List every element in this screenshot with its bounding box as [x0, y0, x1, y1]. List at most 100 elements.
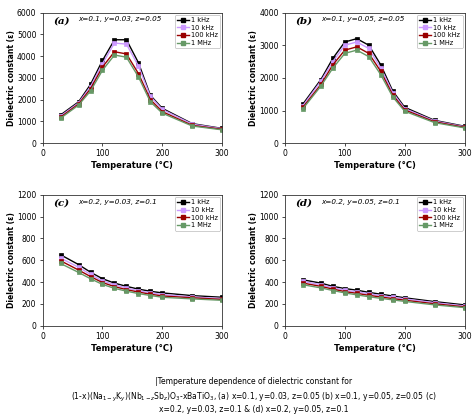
- 1 MHz: [378, 296, 383, 301]
- Line: 1 kHz: 1 kHz: [301, 37, 466, 128]
- 1 kHz: [390, 293, 396, 298]
- Line: 1 MHz: 1 MHz: [58, 261, 224, 302]
- Line: 1 MHz: 1 MHz: [301, 48, 466, 130]
- 100 kHz: [342, 48, 348, 53]
- 100 kHz: [378, 295, 383, 300]
- 10 kHz: [390, 90, 396, 95]
- 1 kHz: [366, 43, 372, 48]
- Line: 10 kHz: 10 kHz: [58, 256, 224, 301]
- 10 kHz: [147, 291, 153, 296]
- 1 kHz: [330, 56, 336, 61]
- 100 kHz: [58, 115, 64, 120]
- 10 kHz: [111, 282, 117, 287]
- 1 kHz: [136, 287, 141, 292]
- 100 kHz: [366, 51, 372, 56]
- 100 kHz: [300, 280, 306, 285]
- 1 kHz: [300, 102, 306, 107]
- 1 kHz: [76, 99, 82, 104]
- 10 kHz: [159, 107, 165, 112]
- 10 kHz: [88, 84, 93, 89]
- Line: 100 kHz: 100 kHz: [58, 259, 224, 301]
- 1 MHz: [402, 109, 408, 114]
- 1 MHz: [58, 116, 64, 121]
- 10 kHz: [190, 295, 195, 300]
- 100 kHz: [147, 292, 153, 297]
- Line: 1 kHz: 1 kHz: [301, 278, 466, 307]
- 1 MHz: [219, 127, 225, 133]
- Text: x=0.1, y=0.03, z=0.05: x=0.1, y=0.03, z=0.05: [79, 16, 162, 23]
- 100 kHz: [136, 71, 141, 76]
- 1 MHz: [366, 294, 372, 299]
- 1 kHz: [342, 39, 348, 44]
- 10 kHz: [159, 292, 165, 297]
- Line: 10 kHz: 10 kHz: [301, 279, 466, 308]
- 100 kHz: [342, 289, 348, 294]
- 1 MHz: [124, 289, 129, 294]
- 1 kHz: [378, 292, 383, 297]
- Text: (c): (c): [54, 199, 70, 208]
- 10 kHz: [342, 43, 348, 48]
- 1 kHz: [342, 286, 348, 291]
- 1 MHz: [330, 66, 336, 71]
- 1 kHz: [330, 284, 336, 289]
- 100 kHz: [136, 290, 141, 295]
- 1 MHz: [190, 296, 195, 301]
- 1 MHz: [100, 68, 105, 73]
- 100 kHz: [76, 268, 82, 273]
- 10 kHz: [354, 289, 360, 294]
- 1 kHz: [318, 280, 324, 285]
- 1 MHz: [190, 123, 195, 128]
- 1 kHz: [100, 276, 105, 281]
- 10 kHz: [76, 100, 82, 105]
- 10 kHz: [58, 255, 64, 260]
- 1 kHz: [88, 82, 93, 87]
- 1 kHz: [190, 121, 195, 126]
- 10 kHz: [136, 64, 141, 69]
- 10 kHz: [342, 288, 348, 293]
- Y-axis label: Dielectric constant (ε): Dielectric constant (ε): [7, 212, 16, 308]
- 100 kHz: [147, 97, 153, 102]
- 10 kHz: [402, 106, 408, 111]
- 10 kHz: [136, 288, 141, 293]
- 1 kHz: [76, 262, 82, 267]
- Legend: 1 kHz, 10 kHz, 100 kHz, 1 MHz: 1 kHz, 10 kHz, 100 kHz, 1 MHz: [417, 15, 463, 48]
- 10 kHz: [402, 296, 408, 301]
- Y-axis label: Dielectric constant (ε): Dielectric constant (ε): [249, 30, 258, 126]
- 1 MHz: [432, 302, 438, 307]
- 10 kHz: [354, 39, 360, 44]
- 10 kHz: [124, 42, 129, 47]
- 100 kHz: [318, 82, 324, 87]
- Text: |Temperature dependence of dielectric constant for: |Temperature dependence of dielectric co…: [155, 377, 352, 386]
- 1 MHz: [432, 120, 438, 125]
- Line: 1 MHz: 1 MHz: [58, 53, 224, 132]
- 100 kHz: [88, 86, 93, 91]
- 100 kHz: [390, 296, 396, 301]
- Legend: 1 kHz, 10 kHz, 100 kHz, 1 MHz: 1 kHz, 10 kHz, 100 kHz, 1 MHz: [174, 197, 220, 231]
- Text: (a): (a): [54, 16, 70, 25]
- 10 kHz: [147, 94, 153, 99]
- 10 kHz: [432, 300, 438, 305]
- 1 kHz: [58, 112, 64, 117]
- 1 kHz: [111, 280, 117, 285]
- 1 MHz: [88, 276, 93, 281]
- 100 kHz: [58, 258, 64, 263]
- 100 kHz: [354, 44, 360, 49]
- 1 MHz: [76, 102, 82, 107]
- 100 kHz: [378, 69, 383, 74]
- Text: x=0.2, y=0.03, z=0.1 & (d) x=0.2, y=0.05, z=0.1: x=0.2, y=0.03, z=0.1 & (d) x=0.2, y=0.05…: [159, 405, 348, 414]
- Text: x=0.2, y=0.05, z=0.1: x=0.2, y=0.05, z=0.1: [321, 199, 400, 205]
- 1 kHz: [390, 89, 396, 94]
- 1 MHz: [100, 282, 105, 287]
- X-axis label: Temperature (°C): Temperature (°C): [91, 344, 173, 353]
- 100 kHz: [300, 105, 306, 110]
- 10 kHz: [100, 61, 105, 66]
- 10 kHz: [366, 291, 372, 296]
- 10 kHz: [330, 285, 336, 290]
- 1 MHz: [462, 125, 467, 130]
- 1 kHz: [432, 299, 438, 304]
- 1 kHz: [190, 293, 195, 298]
- 1 kHz: [354, 288, 360, 293]
- 1 kHz: [147, 289, 153, 294]
- 10 kHz: [300, 103, 306, 108]
- 1 kHz: [462, 302, 467, 307]
